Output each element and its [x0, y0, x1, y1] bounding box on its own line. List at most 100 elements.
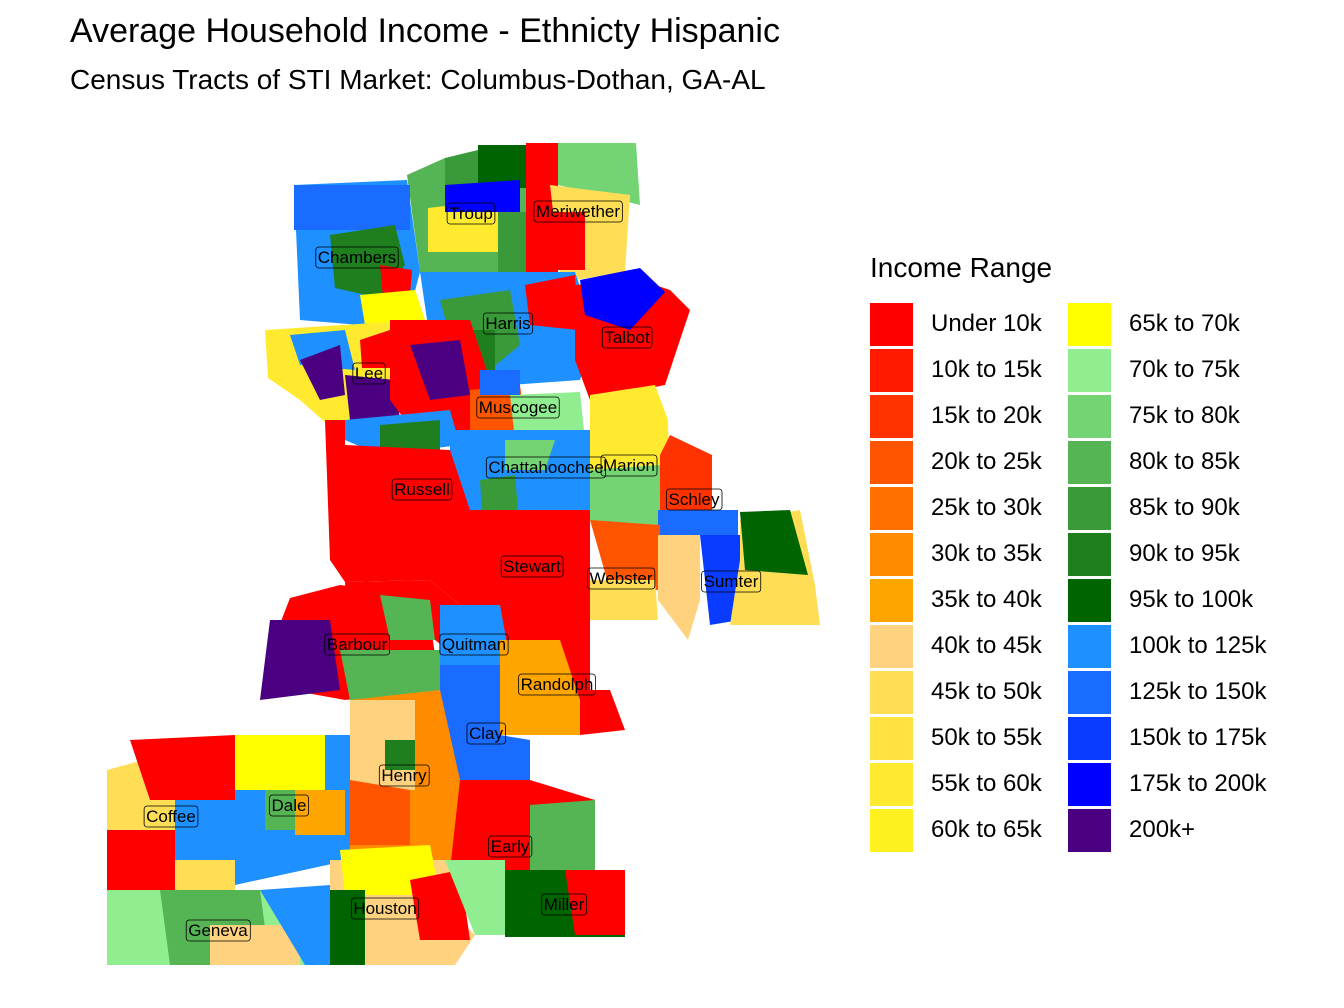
- county-label-barbour: Barbour: [324, 633, 390, 656]
- tract-region: [385, 740, 415, 770]
- county-label-box: [324, 633, 390, 656]
- legend-item: 90k to 95k: [1068, 532, 1240, 576]
- tract-region: [350, 780, 410, 845]
- tract-region: [360, 330, 392, 368]
- county-label-text: Russell: [394, 480, 450, 499]
- legend-item: 200k+: [1068, 808, 1195, 852]
- county-label-box: [485, 456, 607, 479]
- county-label-box: [391, 478, 453, 501]
- county-label-marion: Marion: [600, 454, 658, 477]
- tract-region: [590, 520, 660, 590]
- tract-region: [300, 345, 345, 400]
- tract-region: [445, 180, 520, 212]
- county-label-sumter: Sumter: [701, 570, 762, 593]
- county-label-box: [439, 633, 509, 656]
- legend-item: 95k to 100k: [1068, 578, 1253, 622]
- legend-item: 45k to 50k: [870, 670, 1042, 714]
- tract-region: [410, 870, 470, 940]
- legend-label: 200k+: [1129, 816, 1196, 843]
- legend-title: Income Range: [870, 252, 1053, 283]
- county-label-text: Troup: [449, 204, 493, 223]
- county-label-box: [541, 893, 588, 916]
- legend-item: 85k to 90k: [1068, 486, 1240, 530]
- legend-label: 25k to 30k: [931, 494, 1042, 521]
- county-label-schley: Schley: [666, 488, 723, 511]
- county-label-text: Stewart: [503, 557, 561, 576]
- county-label-text: Schley: [668, 490, 720, 509]
- county-label-text: Chattahoochee: [488, 458, 603, 477]
- legend-label: 55k to 60k: [931, 770, 1042, 797]
- legend-swatch: [1068, 762, 1111, 806]
- tract-region: [330, 890, 365, 965]
- legend-label: 15k to 20k: [931, 402, 1042, 429]
- county-label-box: [143, 805, 199, 828]
- county-label-box: [488, 835, 533, 858]
- legend-label: 60k to 65k: [931, 816, 1042, 843]
- county-label-box: [587, 567, 656, 590]
- legend-item: 125k to 150k: [1068, 670, 1266, 714]
- county-label-box: [482, 312, 534, 335]
- county-label-henry: Henry: [378, 764, 430, 787]
- map-title: Average Household Income - Ethnicty Hisp…: [70, 12, 780, 50]
- tract-region: [546, 212, 585, 270]
- tract-region: [107, 830, 175, 890]
- tract-region: [580, 690, 625, 735]
- legend-item: 70k to 75k: [1068, 348, 1240, 392]
- tract-region: [360, 290, 425, 325]
- legend-label: 30k to 35k: [931, 540, 1042, 567]
- county-label-box: [269, 794, 309, 817]
- tract-region: [480, 370, 520, 395]
- legend-label: 75k to 80k: [1129, 402, 1240, 429]
- legend-label: 35k to 40k: [931, 586, 1042, 613]
- legend-swatch: [870, 486, 913, 530]
- county-label-text: Henry: [381, 766, 427, 785]
- county-label-text: Randolph: [521, 675, 594, 694]
- county-label-box: [701, 570, 762, 593]
- tract-region: [295, 790, 345, 835]
- county-label-chattahoochee: Chattahoochee: [485, 456, 607, 479]
- county-label-box: [446, 202, 496, 225]
- tract-region: [700, 535, 740, 625]
- tract-region: [260, 885, 330, 965]
- legend-swatch: [870, 302, 913, 346]
- legend-swatch: [870, 762, 913, 806]
- legend-swatch: [1068, 808, 1111, 852]
- legend-label: 175k to 200k: [1129, 770, 1267, 797]
- tract-region: [294, 185, 410, 230]
- tract-region: [380, 595, 435, 640]
- legend-item: 10k to 15k: [870, 348, 1042, 392]
- county-label-stewart: Stewart: [500, 555, 564, 578]
- tract-region: [340, 650, 440, 700]
- tract-region: [440, 665, 530, 780]
- legend-swatch: [1068, 394, 1111, 438]
- county-label-box: [533, 200, 623, 223]
- county-label-randolph: Randolph: [518, 673, 596, 696]
- legend-swatch: [1068, 440, 1111, 484]
- legend-swatch: [870, 670, 913, 714]
- legend-label: Under 10k: [931, 310, 1042, 337]
- legend-swatch: [870, 348, 913, 392]
- county-label-box: [466, 722, 506, 745]
- county-label-box: [185, 919, 251, 942]
- legend-item: 80k to 85k: [1068, 440, 1240, 484]
- tract-region: [210, 925, 300, 965]
- legend-item: 20k to 25k: [870, 440, 1042, 484]
- county-label-box: [378, 764, 430, 787]
- tract-region: [660, 435, 712, 512]
- county-label-text: Harris: [485, 314, 530, 333]
- tract-region: [235, 735, 325, 790]
- legend-item: 40k to 45k: [870, 624, 1042, 668]
- county-label-text: Dale: [272, 796, 307, 815]
- legend-label: 95k to 100k: [1129, 586, 1254, 613]
- county-label-muscogee: Muscogee: [476, 396, 560, 419]
- legend-swatch: [870, 440, 913, 484]
- tract-region: [345, 375, 400, 420]
- legend-item: 60k to 65k: [870, 808, 1042, 852]
- tract-region: [500, 640, 580, 735]
- tract-region: [498, 212, 526, 272]
- legend-label: 45k to 50k: [931, 678, 1042, 705]
- county-label-houston: Houston: [350, 897, 420, 920]
- tract-region: [175, 800, 235, 860]
- county-label-text: Barbour: [327, 635, 388, 654]
